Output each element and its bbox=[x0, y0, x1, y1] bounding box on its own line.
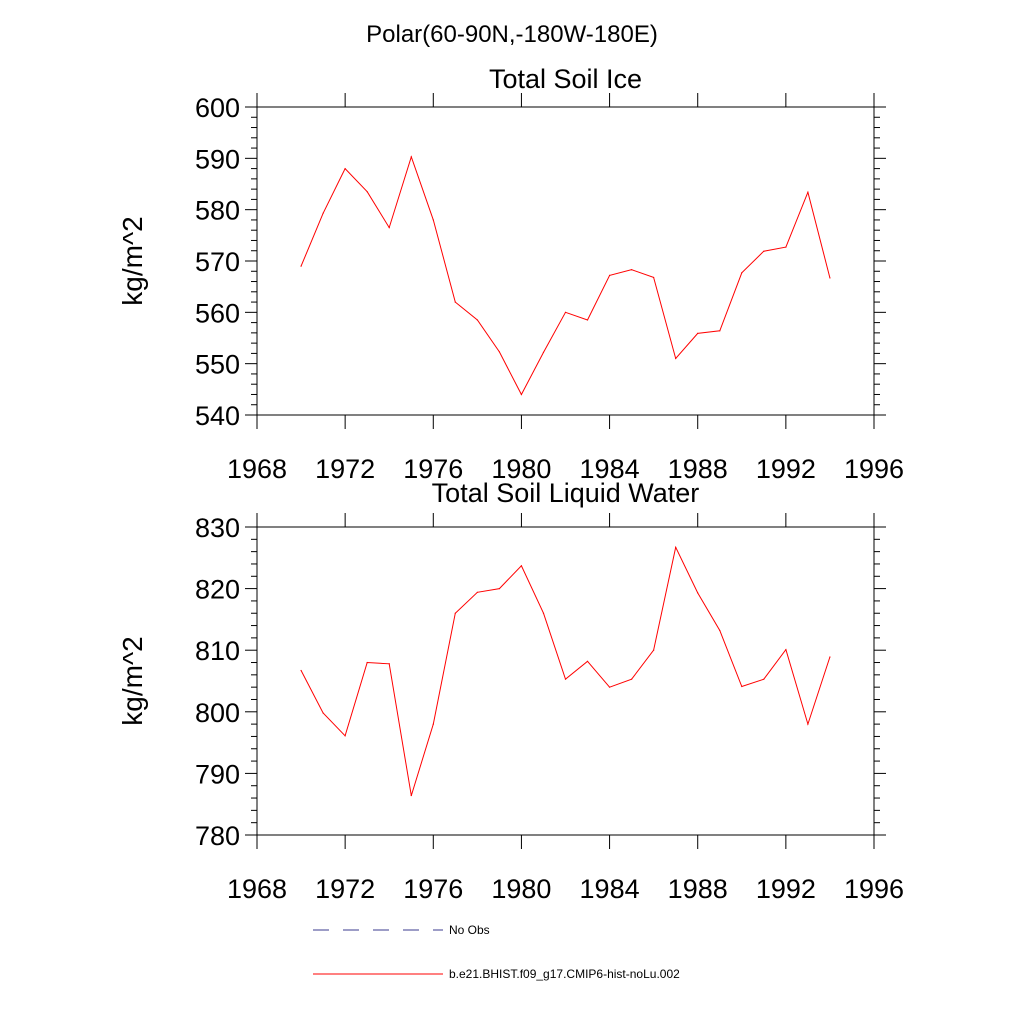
soil-ice-x-tick-label: 1972 bbox=[315, 454, 375, 484]
soil-ice-data-point bbox=[807, 191, 809, 193]
soil-liquid-water-data-point bbox=[785, 648, 787, 651]
soil-ice-y-tick-label: 560 bbox=[195, 298, 240, 328]
soil-liquid-water-data-point bbox=[520, 565, 523, 567]
soil-ice-x-tick-label: 1992 bbox=[756, 454, 816, 484]
soil-liquid-water-data-point bbox=[675, 546, 677, 548]
soil-liquid-water-data-point bbox=[807, 723, 809, 725]
soil-liquid-water-data-point bbox=[300, 669, 302, 672]
soil-ice-panel: Total Soil Ice 540 550 560 570 580 590 600 1968 1… bbox=[117, 64, 904, 484]
soil-ice-data-point bbox=[785, 246, 787, 248]
soil-ice-data-point bbox=[631, 269, 633, 271]
soil-liquid-water-title: Total Soil Liquid Water bbox=[432, 478, 700, 508]
soil-liquid-water-x-tick-label: 1992 bbox=[756, 874, 816, 904]
soil-ice-data-point bbox=[432, 219, 434, 221]
soil-ice-data-point bbox=[366, 191, 368, 193]
soil-liquid-water-y-tick-label: 800 bbox=[195, 698, 240, 728]
soil-liquid-water-data-point bbox=[498, 588, 500, 590]
soil-liquid-water-data-point bbox=[366, 661, 368, 664]
soil-ice-data-point bbox=[388, 227, 390, 229]
soil-ice-x-tick-label: 1976 bbox=[403, 454, 463, 484]
soil-ice-data-point bbox=[564, 311, 567, 313]
soil-ice-plot-frame bbox=[256, 106, 875, 416]
soil-liquid-water-data-point bbox=[653, 649, 655, 651]
soil-ice-x-tick-label: 1988 bbox=[668, 454, 728, 484]
soil-ice-data-point bbox=[675, 357, 677, 360]
soil-liquid-water-data-point bbox=[542, 612, 545, 614]
soil-liquid-water-x-tick-label: 1996 bbox=[844, 874, 904, 904]
soil-ice-data-point bbox=[300, 265, 302, 267]
soil-liquid-water-data-point bbox=[564, 678, 567, 680]
soil-ice-y-tick-label: 550 bbox=[195, 350, 240, 380]
soil-liquid-water-y-tick-label: 830 bbox=[195, 513, 240, 543]
soil-liquid-water-data-point bbox=[388, 663, 390, 665]
soil-ice-data-point bbox=[542, 351, 545, 353]
soil-ice-y-tick-label: 540 bbox=[195, 401, 240, 431]
soil-liquid-water-y-tick-label: 820 bbox=[195, 575, 240, 605]
soil-ice-data-point bbox=[344, 168, 346, 170]
soil-liquid-water-series-line bbox=[300, 545, 831, 796]
soil-liquid-water-data-point bbox=[322, 712, 324, 714]
soil-ice-data-point bbox=[520, 393, 523, 396]
soil-liquid-water-data-point bbox=[410, 794, 412, 797]
legend-model-label: b.e21.BHIST.f09_g17.CMIP6-hist-noLu.002 bbox=[449, 967, 680, 981]
soil-ice-y-tick-label: 580 bbox=[195, 196, 240, 226]
soil-ice-x-tick-label: 1984 bbox=[580, 454, 640, 484]
soil-ice-data-point bbox=[476, 319, 478, 321]
soil-ice-data-point bbox=[498, 351, 500, 353]
legend-no-obs-label: No Obs bbox=[449, 923, 490, 937]
soil-ice-y-axis-label: kg/m^2 bbox=[117, 216, 148, 305]
soil-ice-data-point bbox=[697, 332, 699, 334]
soil-liquid-water-data-point bbox=[829, 656, 831, 658]
soil-ice-y-tick-label: 590 bbox=[195, 144, 240, 174]
soil-liquid-water-data-point bbox=[454, 612, 456, 614]
soil-liquid-water-plot-frame bbox=[256, 526, 875, 836]
figure-title: Polar(60-90N,-180W-180E) bbox=[366, 21, 658, 48]
soil-liquid-water-data-point bbox=[719, 629, 721, 632]
soil-ice-x-tick-label: 1980 bbox=[491, 454, 551, 484]
soil-liquid-water-x-tick-label: 1984 bbox=[580, 874, 640, 904]
soil-liquid-water-data-point bbox=[476, 591, 478, 593]
soil-liquid-water-panel: Total Soil Liquid Water 780 790 800 810 820 83… bbox=[117, 478, 904, 904]
soil-liquid-water-x-tick-label: 1972 bbox=[315, 874, 375, 904]
soil-ice-series-line bbox=[300, 155, 831, 396]
soil-ice-title: Total Soil Ice bbox=[489, 64, 642, 94]
soil-liquid-water-x-tick-label: 1968 bbox=[227, 874, 287, 904]
soil-liquid-water-data-point bbox=[631, 678, 633, 680]
soil-ice-y-tick-label: 570 bbox=[195, 247, 240, 277]
legend: No Obs b.e21.BHIST.f09_g17.CMIP6-hist-no… bbox=[313, 923, 680, 981]
soil-ice-data-point bbox=[322, 212, 324, 214]
soil-liquid-water-y-tick-label: 810 bbox=[195, 636, 240, 666]
soil-liquid-water-data-point bbox=[697, 592, 699, 594]
soil-ice-data-point bbox=[454, 301, 456, 303]
soil-ice-data-point bbox=[410, 156, 412, 158]
soil-ice-x-tick-label: 1996 bbox=[844, 454, 904, 484]
soil-liquid-water-data-point bbox=[344, 735, 346, 737]
soil-liquid-water-y-tick-label: 790 bbox=[195, 759, 240, 789]
soil-ice-data-point bbox=[763, 250, 765, 252]
soil-liquid-water-x-tick-label: 1980 bbox=[491, 874, 551, 904]
soil-liquid-water-y-tick-label: 780 bbox=[195, 821, 240, 851]
soil-liquid-water-x-tick-label: 1988 bbox=[668, 874, 728, 904]
soil-ice-data-point bbox=[741, 272, 743, 274]
soil-ice-data-point bbox=[719, 330, 721, 332]
soil-ice-data-point bbox=[653, 276, 655, 279]
soil-liquid-water-data-point bbox=[763, 678, 765, 680]
soil-liquid-water-data-point bbox=[741, 685, 743, 688]
soil-ice-x-tick-label: 1968 bbox=[227, 454, 287, 484]
soil-liquid-water-data-point bbox=[586, 660, 589, 662]
soil-liquid-water-data-point bbox=[432, 723, 434, 725]
soil-ice-data-point bbox=[829, 277, 831, 279]
soil-ice-data-point bbox=[608, 274, 611, 276]
soil-liquid-water-data-point bbox=[608, 686, 611, 688]
soil-ice-y-tick-label: 600 bbox=[195, 93, 240, 123]
soil-liquid-water-y-axis-label: kg/m^2 bbox=[117, 636, 148, 725]
soil-liquid-water-x-tick-label: 1976 bbox=[403, 874, 463, 904]
soil-ice-data-point bbox=[586, 319, 589, 321]
